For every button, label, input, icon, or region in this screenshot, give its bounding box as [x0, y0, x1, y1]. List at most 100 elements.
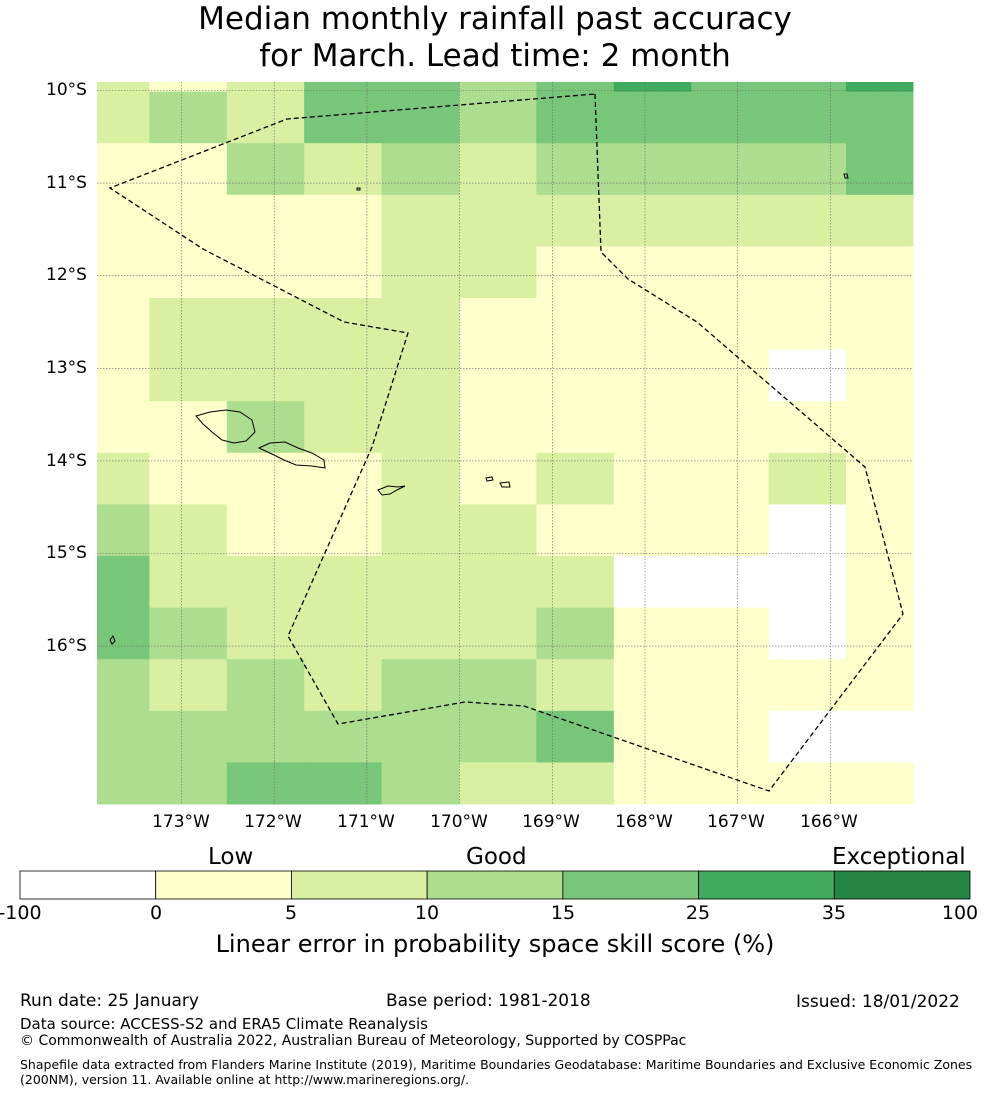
grid-cell [459, 91, 537, 144]
grid-cell [149, 659, 228, 712]
tokelau-atoll [843, 173, 849, 179]
grid-cell [381, 246, 460, 299]
colorbar-title: Linear error in probability space skill … [215, 930, 775, 958]
grid-cell [304, 710, 383, 763]
grid-cell [97, 762, 150, 805]
grid-cell [381, 91, 460, 144]
grid-cell [381, 82, 460, 93]
grid-cell [768, 246, 847, 299]
tau-island [499, 481, 511, 488]
eez-boundary [108, 93, 904, 792]
grid-cell [459, 246, 537, 299]
lat-label-12s: 12°S [46, 265, 87, 285]
ofu-island [485, 476, 494, 482]
grid-cell [691, 401, 770, 454]
grid-cell [613, 82, 692, 93]
lon-label-166w: 166°W [800, 812, 858, 832]
grid-cell [459, 194, 537, 247]
grid-cell [459, 504, 537, 557]
grid-cell [459, 710, 537, 763]
lat-label-10s: 10°S [46, 80, 87, 100]
grid-cell [613, 246, 692, 299]
grid-cell [304, 659, 383, 712]
category-low: Low [208, 844, 254, 870]
grid-cell [381, 504, 460, 557]
lat-label-14s: 14°S [46, 451, 87, 471]
colorbar-segment [426, 870, 564, 900]
grid-cell [768, 143, 847, 196]
grid-cell [768, 607, 847, 660]
base-period: Base period: 1981-2018 [386, 991, 591, 1011]
category-exceptional: Exceptional [832, 844, 966, 870]
grid-cell [459, 349, 537, 402]
grid-cell [304, 91, 383, 144]
grid-cell [613, 143, 692, 196]
grid-cell [846, 143, 914, 196]
grid-cell [768, 762, 847, 805]
tutuila-island [377, 485, 406, 496]
grid-cell [536, 91, 615, 144]
grid-cell [459, 659, 537, 712]
grid-cell [149, 143, 228, 196]
grid-cell [768, 194, 847, 247]
map-title-line-2: for March. Lead time: 2 month [259, 38, 731, 74]
grid-cell [768, 82, 847, 93]
grid-cell [846, 607, 914, 660]
grid-cell [226, 143, 305, 196]
grid-cell [691, 607, 770, 660]
lon-label-167w: 167°W [707, 812, 765, 832]
grid-cell [381, 452, 460, 505]
grid-cell [149, 710, 228, 763]
grid-cell [149, 504, 228, 557]
grid-cell [304, 452, 383, 505]
lon-label-171w: 171°W [337, 812, 395, 832]
grid-cell [768, 710, 847, 763]
grid-cell [536, 349, 615, 402]
grid-cell [536, 194, 615, 247]
grid-cell [381, 659, 460, 712]
grid-cell [149, 762, 228, 805]
grid-cell [149, 349, 228, 402]
grid-cell [226, 607, 305, 660]
grid-cell [846, 194, 914, 247]
grid-cell [691, 246, 770, 299]
grid-cell [304, 349, 383, 402]
grid-cell [381, 194, 460, 247]
lat-label-16s: 16°S [46, 636, 87, 656]
grid-cell [97, 556, 150, 609]
grid-cell [149, 607, 228, 660]
grid-cell [536, 246, 615, 299]
grid-cell [613, 556, 692, 609]
grid-cell [381, 607, 460, 660]
grid-cell [846, 91, 914, 144]
savaii-island [195, 409, 256, 444]
colorbar-tick-35: 35 [821, 902, 847, 924]
grid-cell [304, 607, 383, 660]
grid-cell [149, 246, 228, 299]
grid-cell [768, 504, 847, 557]
grid-cell [459, 556, 537, 609]
grid-cell [226, 91, 305, 144]
grid-cell [304, 762, 383, 805]
data-source: Data source: ACCESS-S2 and ERA5 Climate … [20, 1015, 428, 1033]
grid-cell [768, 659, 847, 712]
grid-cell [97, 194, 150, 247]
grid-cell [459, 298, 537, 351]
grid-cell [613, 452, 692, 505]
grid-cell [691, 659, 770, 712]
grid-cell [226, 710, 305, 763]
issued-date: Issued: 18/01/2022 [796, 992, 960, 1012]
island-outlines [109, 173, 849, 645]
grid-cell [459, 452, 537, 505]
grid-cell [226, 762, 305, 805]
grid-cell [149, 556, 228, 609]
grid-cell [613, 607, 692, 660]
grid-cell [536, 452, 615, 505]
lat-label-15s: 15°S [46, 543, 87, 563]
grid-cell [381, 710, 460, 763]
grid-cell [691, 143, 770, 196]
colorbar-segment [291, 870, 428, 900]
grid-cell [304, 504, 383, 557]
grid-cell [381, 762, 460, 805]
grid-cell [846, 556, 914, 609]
